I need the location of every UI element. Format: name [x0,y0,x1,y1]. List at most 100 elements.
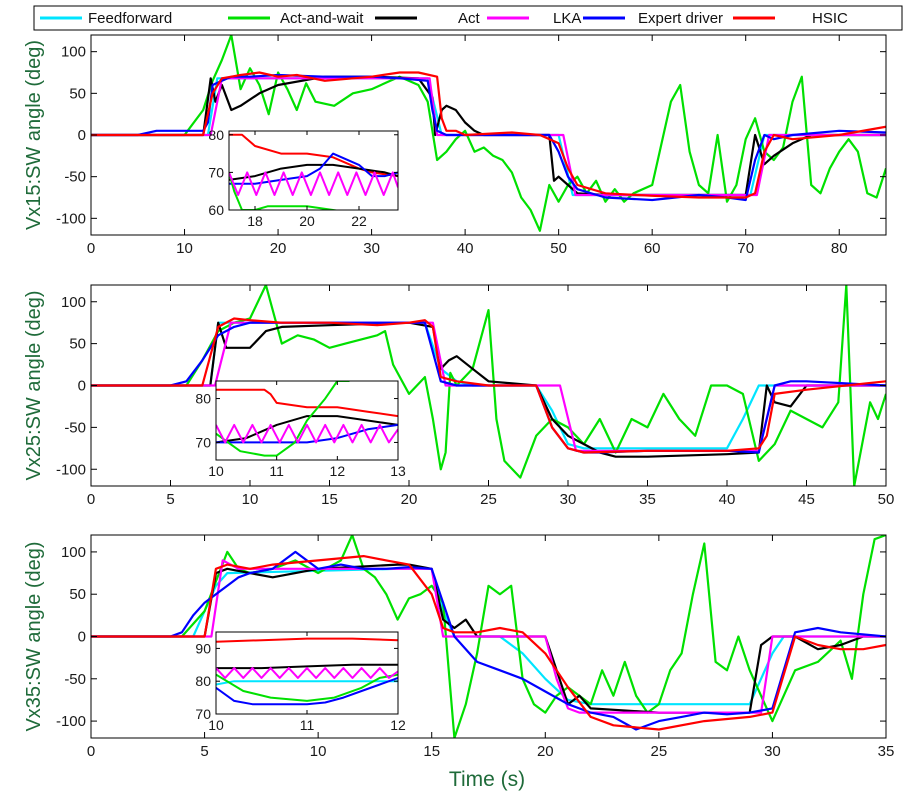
y-tick-label: 50 [69,85,86,102]
inset-series-lka [216,423,398,444]
series-actwait [91,285,886,486]
inset-series-expert [229,152,398,185]
inset-series-hsic [216,637,398,643]
series-act [91,75,886,197]
x-tick-label: 30 [363,240,380,257]
x-tick-label: 0 [87,491,95,508]
inset-y-tick-label: 90 [195,640,211,656]
inset-series-actwait [216,381,350,457]
inset-x-tick-label: 22 [351,213,367,229]
inset-series-hsic [216,388,398,418]
x-tick-label: 35 [878,743,895,760]
x-tick-label: 15 [423,743,440,760]
y-tick-label: 0 [78,127,86,144]
inset-series-group [216,381,398,457]
x-tick-label: 5 [200,743,208,760]
inset-series-expert [216,676,398,706]
x-tick-label: 5 [166,491,174,508]
inset-series-actwait [216,673,398,702]
series-group [91,535,886,738]
legend-label-hsic: HSIC [812,10,848,27]
inset-series-expert [216,423,398,444]
x-tick-label: 45 [798,491,815,508]
y-tick-label: 100 [61,294,86,311]
legend: Feedforward Act-and-wait Act LKA Expert driv… [33,5,903,31]
series-actwait [91,535,886,738]
series-hsic [91,317,886,454]
series-group [91,35,886,232]
y-tick-label: 0 [78,629,86,646]
y-tick-label: -50 [64,671,86,688]
x-tick-label: 10 [310,743,327,760]
x-tick-label: 0 [87,743,95,760]
inset-y-tick-label: 70 [195,706,211,722]
y-tick-label: 100 [61,44,86,61]
inset-y-tick-label: 70 [195,434,211,450]
x-tick-label: 40 [457,240,474,257]
inset-plot: 10 11 12 70 80 90 [195,631,406,733]
x-tick-label: 0 [87,240,95,257]
inset-series-lka [216,667,398,679]
inset-y-tick-label: 80 [208,127,224,143]
inset-axes-frame [228,130,399,211]
y-tick-label: 50 [69,586,86,603]
x-axis-label: Time (s) [449,768,525,791]
x-tick-label: 50 [878,491,895,508]
x-tick-label: 60 [644,240,661,257]
inset-series-feedforward [216,680,398,686]
legend-label-actwait: Act-and-wait [280,10,364,27]
x-tick-label: 25 [651,743,668,760]
legend-label-lka: LKA [553,10,581,27]
x-tick-label: 70 [737,240,754,257]
x-tick-label: 15 [321,491,338,508]
y-axis-label: Vx35:SW angle (deg) [23,541,45,731]
x-tick-label: 20 [270,240,287,257]
series-feedforward [91,567,886,706]
x-tick-label: 30 [764,743,781,760]
y-tick-label: -100 [56,713,86,730]
inset-x-tick-label: 20 [299,213,315,229]
inset-plot: 10 11 12 13 70 80 [195,380,406,479]
inset-x-tick-label: 12 [390,717,406,733]
inset-series-lka [229,171,398,196]
series-expert [91,550,886,731]
inset-x-tick-label: 10 [208,717,224,733]
y-axis-label: Vx25:SW angle (deg) [23,290,45,480]
series-hsic [91,71,886,199]
x-tick-label: 10 [176,240,193,257]
inset-axes-frame [215,380,399,461]
y-tick-label: 100 [61,544,86,561]
x-tick-label: 10 [242,491,259,508]
x-tick-label: 35 [639,491,656,508]
legend-label-feedforward: Feedforward [88,10,172,27]
x-tick-label: 20 [401,491,418,508]
series-hsic [91,554,886,731]
legend-label-expert: Expert driver [638,10,723,27]
inset-x-tick-label: 11 [300,717,315,733]
inset-x-tick-label: 12 [330,463,346,479]
inset-x-tick-label: 18 [247,213,263,229]
inset-series-group [216,637,398,706]
inset-x-tick-label: 11 [269,463,284,479]
inset-series-act [229,163,398,181]
x-tick-label: 80 [831,240,848,257]
x-tick-label: 30 [560,491,577,508]
inset-x-tick-label: 10 [208,463,224,479]
inset-y-tick-label: 70 [208,164,224,180]
inset-series-act [216,663,398,670]
inset-y-tick-label: 80 [195,673,211,689]
y-tick-label: 50 [69,336,86,353]
y-tick-label: -50 [64,419,86,436]
inset-series-group [229,133,398,210]
series-lka [91,559,886,714]
y-axis-label: Vx15:SW angle (deg) [23,40,45,230]
y-tick-label: -100 [56,210,86,227]
panel-vx15: 0 10 20 30 40 50 60 70 80 -100 -50 0 50 100 18 20 22 60 70… [23,34,887,257]
x-tick-label: 20 [537,743,554,760]
inset-plot: 18 20 22 60 70 80 [208,127,399,229]
inset-y-tick-label: 60 [208,202,224,218]
x-tick-label: 50 [550,240,567,257]
